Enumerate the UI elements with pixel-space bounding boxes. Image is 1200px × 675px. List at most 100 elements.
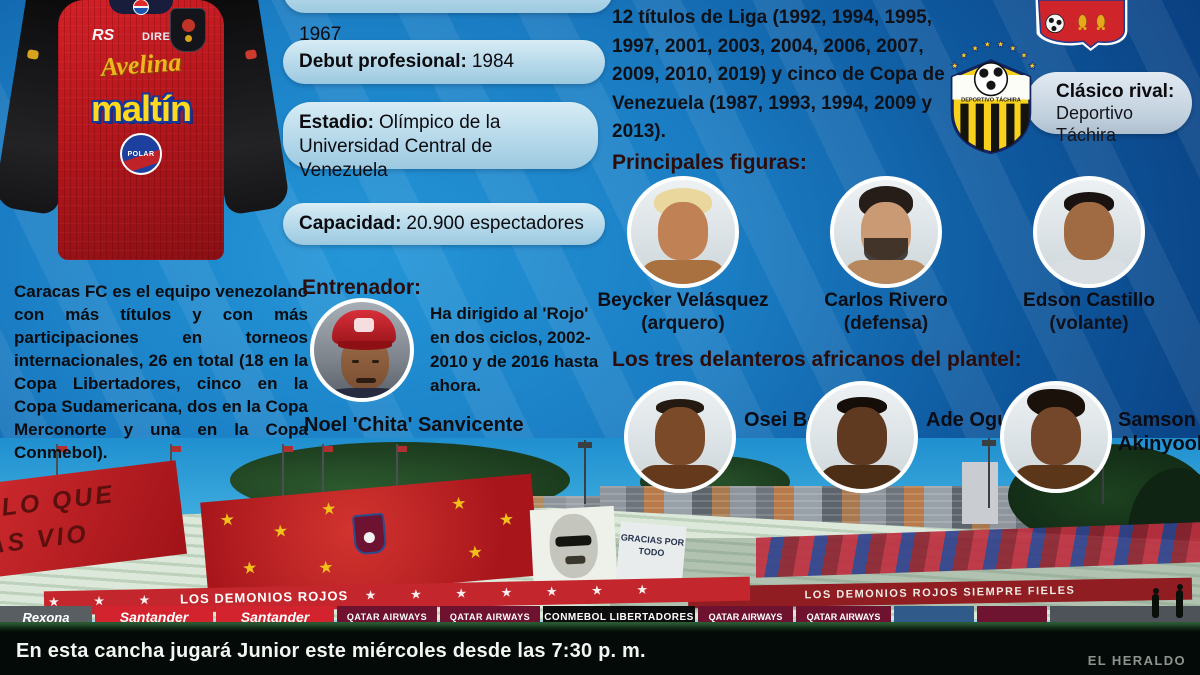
player-shoulders — [636, 465, 724, 489]
player-head — [1064, 202, 1114, 260]
coach-eye — [372, 360, 379, 363]
rs-brand-logo: RS — [92, 27, 115, 44]
player-head — [837, 407, 887, 465]
star-icon: ★ — [450, 493, 468, 514]
stadium-photo: PLO QUE AS VIO ★ ★ ★ ★ ★ ★ ★ ★ GRACIAS P… — [0, 438, 1200, 634]
svg-text:★: ★ — [1008, 44, 1017, 55]
caracas-crest-large — [1035, 0, 1128, 51]
pill-estadio-value: Olímpico de la Universidad Central de Ve… — [299, 112, 501, 181]
caracas-jersey-photo: RS DIRECTV Avelina maltín POLAR — [0, 0, 291, 266]
pill-fundacion-label: Fundación: — [299, 0, 401, 1]
player-name-samson: Samson Akinyoola — [1118, 409, 1200, 455]
star-icon: ★ — [317, 557, 335, 578]
sleeve-patch-icon — [26, 49, 40, 60]
intro-paragraph: Caracas FC es el equipo venezolano con m… — [14, 282, 308, 462]
flag-pole — [396, 444, 407, 496]
coach-bio: Ha dirigido al 'Rojo' en dos ciclos, 200… — [430, 304, 599, 395]
coach-mustache — [356, 378, 376, 383]
banner-face-glasses — [555, 535, 592, 547]
pill-fundacion: Fundación:12 de diciembre de 1967 — [283, 0, 613, 45]
pill-debut-value: 1984 — [471, 51, 515, 72]
player-name-carlos: Carlos Rivero — [824, 290, 948, 311]
footer-bar: En esta cancha jugará Junior este miérco… — [0, 632, 1200, 675]
pepsi-logo-icon — [133, 0, 149, 15]
coach-name: Noel 'Chita' Sanvicente — [304, 414, 524, 436]
star-icon: ★ — [498, 509, 515, 530]
maltin-sponsor-logo: maltín — [90, 88, 192, 129]
building-tower — [962, 462, 998, 524]
pill-estadio: Estadio: Olímpico de la Universidad Centr… — [283, 102, 598, 181]
pill-capacidad-value: 20.900 espectadores — [406, 213, 584, 234]
player-photo-edson — [1033, 176, 1145, 288]
caracas-crest-icon — [170, 8, 206, 52]
badge-ball-icon — [973, 62, 1009, 97]
svg-text:★: ★ — [1028, 61, 1037, 72]
coach-cap-brim — [338, 341, 392, 350]
clasico-rival-pill: Clásico rival: Deportivo Táchira — [1026, 72, 1192, 145]
pill-estadio-label: Estadio: — [299, 112, 374, 133]
player-head — [1031, 407, 1081, 465]
star-icon: ★ — [272, 521, 290, 542]
clasico-rival-value: Deportivo Táchira — [1056, 103, 1134, 145]
player-photo-ade — [806, 381, 918, 493]
crest-lion-icon — [1096, 14, 1106, 29]
coach-shoulders — [318, 388, 410, 398]
coach-eye — [352, 360, 359, 363]
svg-text:★: ★ — [1020, 51, 1029, 62]
player-photo-beycker — [627, 176, 739, 288]
polar-logo-icon: POLAR — [120, 133, 162, 175]
player-shoulders — [842, 260, 930, 284]
pill-debut: Debut profesional: 1984 — [283, 40, 605, 84]
svg-text:★: ★ — [950, 61, 959, 72]
badge-name-text: DEPORTIVO TÁCHIRA — [961, 97, 1021, 104]
player-photo-carlos — [830, 176, 942, 288]
badge-stars: ★★★ ★ ★ ★ ★★ — [950, 39, 1037, 72]
footer-caption: En esta cancha jugará Junior este miérco… — [16, 640, 646, 662]
player-photo-samson — [1000, 381, 1112, 493]
star-icon: ★ — [241, 557, 259, 579]
flag-pole — [56, 444, 67, 496]
pill-capacidad: Capacidad: 20.900 espectadores — [283, 203, 605, 245]
player-shoulders — [639, 260, 727, 284]
flag-pole — [282, 444, 293, 496]
star-icon: ★ — [466, 542, 484, 563]
tachira-badge: ★★★ ★ ★ ★ ★★ DEPORTIVO TÁCHIRA — [950, 39, 1037, 155]
floodlight-pole — [982, 438, 996, 508]
svg-text:★: ★ — [959, 51, 968, 62]
coach-heading: Entrenador: — [302, 276, 422, 299]
person-silhouette — [1176, 584, 1183, 618]
strikers-heading: Los tres delanteros africanos del plante… — [612, 348, 1022, 371]
pill-capacidad-label: Capacidad: — [299, 213, 402, 234]
liga-titles-paragraph: 12 títulos de Liga (1992, 1994, 1995, 19… — [612, 7, 945, 142]
player-shoulders — [818, 465, 906, 489]
player-name-beycker: Beycker Velásquez — [597, 290, 769, 311]
clasico-rival-label: Clásico rival: — [1056, 81, 1175, 102]
svg-text:★: ★ — [996, 40, 1005, 51]
player-shoulders — [1045, 260, 1133, 284]
player-role-carlos: (defensa) — [843, 313, 929, 334]
player-role-edson: (volante) — [1049, 313, 1129, 334]
coach-cap-icon — [332, 310, 396, 344]
person-silhouette — [1152, 588, 1159, 618]
crest-lion-icon — [1078, 14, 1087, 29]
pill-fundacion-value: 12 de diciembre de 1967 — [299, 0, 568, 45]
player-role-beycker: (arquero) — [641, 313, 725, 334]
right-stand-text: LOS DEMONIOS ROJOS SIEMPRE FIELES — [804, 584, 1076, 602]
pill-debut-label: Debut profesional: — [299, 51, 467, 72]
svg-text:★: ★ — [983, 40, 992, 51]
coach-photo — [310, 298, 414, 402]
sleeve-patch-icon — [244, 49, 258, 60]
star-icon: ★ — [320, 498, 338, 520]
svg-text:★: ★ — [971, 44, 980, 55]
player-beard — [864, 238, 908, 264]
publication-credit: EL HERALDO — [1087, 653, 1186, 668]
photo-bottom-fade — [0, 624, 1200, 634]
polar-logo-text: POLAR — [127, 150, 155, 158]
floodlight-pole — [578, 440, 592, 504]
player-head — [658, 202, 708, 260]
figures-heading: Principales figuras: — [612, 151, 807, 174]
banner-face-mustache — [565, 555, 586, 565]
star-icon: ★ — [218, 509, 236, 530]
flag-pole — [322, 444, 333, 496]
